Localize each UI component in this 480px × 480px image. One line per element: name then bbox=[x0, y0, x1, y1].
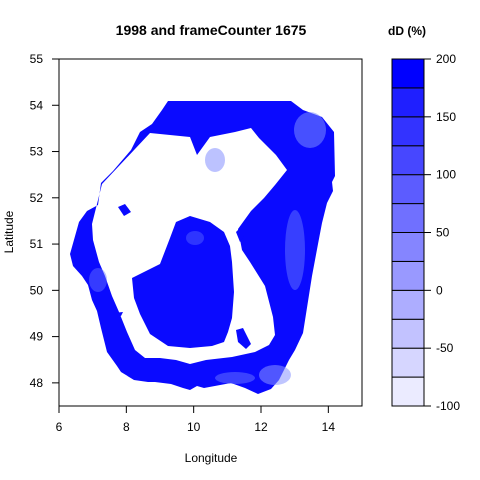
colorbar-swatch bbox=[391, 87, 425, 118]
x-tick-label: 6 bbox=[56, 420, 63, 434]
contour-patch bbox=[89, 268, 107, 292]
y-tick-label: 49 bbox=[30, 330, 44, 344]
colorbar-tick-label: 100 bbox=[436, 168, 456, 182]
colorbar-swatch bbox=[391, 376, 425, 407]
colorbar-swatch bbox=[391, 174, 425, 205]
colorbar-title: dD (%) bbox=[388, 24, 426, 38]
chart-title: 1998 and frameCounter 1675 bbox=[116, 22, 307, 38]
colorbar-swatch bbox=[391, 289, 425, 320]
x-tick-label: 12 bbox=[254, 420, 268, 434]
colorbar-swatch bbox=[391, 145, 425, 176]
colorbar-tick-label: 50 bbox=[436, 226, 450, 240]
contour-patch bbox=[294, 112, 326, 148]
x-tick-label: 8 bbox=[123, 420, 130, 434]
contour-field bbox=[70, 101, 335, 394]
contour-patch bbox=[215, 372, 255, 384]
colorbar-tick-label: 200 bbox=[436, 52, 456, 66]
y-tick-label: 53 bbox=[30, 145, 44, 159]
colorbar-swatch bbox=[391, 116, 425, 147]
plot-frame bbox=[58, 58, 363, 407]
colorbar-tick-label: -50 bbox=[436, 341, 454, 355]
contour-blob bbox=[236, 228, 244, 242]
colorbar-tick-label: -100 bbox=[436, 399, 460, 413]
y-tick-label: 54 bbox=[30, 98, 44, 112]
contour-patch bbox=[205, 148, 225, 172]
x-axis-title: Longitude bbox=[185, 451, 238, 465]
colorbar: -100 -50 0 50 100 150 200 bbox=[391, 52, 460, 413]
colorbar-swatch bbox=[391, 58, 425, 89]
contour-blob bbox=[236, 328, 251, 349]
x-axis: 6 8 10 12 14 bbox=[56, 406, 336, 434]
x-tick-label: 14 bbox=[322, 420, 336, 434]
colorbar-swatch bbox=[391, 260, 425, 291]
y-tick-label: 55 bbox=[30, 52, 44, 66]
colorbar-swatch bbox=[391, 203, 425, 233]
y-axis: 48 49 50 51 52 53 54 55 bbox=[30, 52, 59, 390]
colorbar-swatch bbox=[391, 318, 425, 349]
y-tick-label: 51 bbox=[30, 237, 44, 251]
y-tick-label: 48 bbox=[30, 376, 44, 390]
colorbar-tick-label: 150 bbox=[436, 110, 456, 124]
contour-patch bbox=[285, 210, 305, 290]
y-tick-label: 50 bbox=[30, 283, 44, 297]
contour-patch bbox=[259, 365, 291, 385]
contour-patch bbox=[186, 231, 204, 245]
colorbar-tick-label: 0 bbox=[436, 283, 443, 297]
contour-blob bbox=[118, 204, 131, 216]
y-axis-title: Latitude bbox=[2, 210, 16, 253]
contour-blob bbox=[113, 312, 123, 316]
y-tick-label: 52 bbox=[30, 191, 44, 205]
x-tick-label: 10 bbox=[187, 420, 201, 434]
colorbar-swatch bbox=[391, 347, 425, 378]
contour-region-main bbox=[70, 101, 335, 394]
colorbar-swatch bbox=[391, 232, 425, 262]
